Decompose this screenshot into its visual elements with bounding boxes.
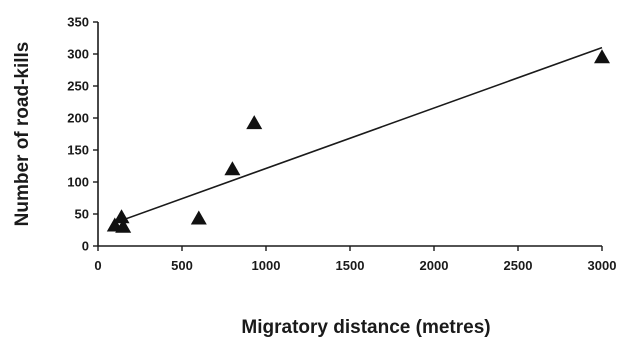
x-tick-label: 3000 (588, 258, 617, 273)
y-tick-label: 350 (67, 15, 89, 30)
x-axis: 0 500 1000 1500 2000 2500 3000 (94, 245, 617, 273)
x-tick-label: 1500 (336, 258, 365, 273)
y-tick-label: 0 (82, 239, 89, 254)
triangle-data-point (594, 49, 610, 64)
triangle-data-point (190, 210, 207, 225)
triangle-data-point (224, 161, 241, 176)
y-tick-label: 250 (67, 79, 89, 94)
y-axis: 0 50 100 150 200 250 300 350 (67, 15, 99, 254)
y-tick-label: 200 (67, 111, 89, 126)
y-tick-label: 300 (67, 47, 89, 62)
triangle-data-point (115, 218, 132, 233)
y-tick-label: 100 (67, 175, 89, 190)
x-tick-label: 0 (94, 258, 101, 273)
triangle-data-point (113, 209, 130, 224)
data-points (106, 49, 610, 233)
y-tick-label: 50 (75, 207, 89, 222)
x-axis-title: Migratory distance (metres) (241, 317, 490, 338)
x-tick-label: 2500 (504, 258, 533, 273)
x-tick-label: 500 (171, 258, 193, 273)
trendline-group (121, 46, 603, 222)
x-tick-label: 2000 (420, 258, 449, 273)
x-tick-label: 1000 (252, 258, 281, 273)
triangle-data-point (246, 115, 263, 130)
y-axis-title: Number of road-kills (12, 42, 33, 227)
trendline (121, 46, 603, 222)
y-tick-label: 150 (67, 143, 89, 158)
